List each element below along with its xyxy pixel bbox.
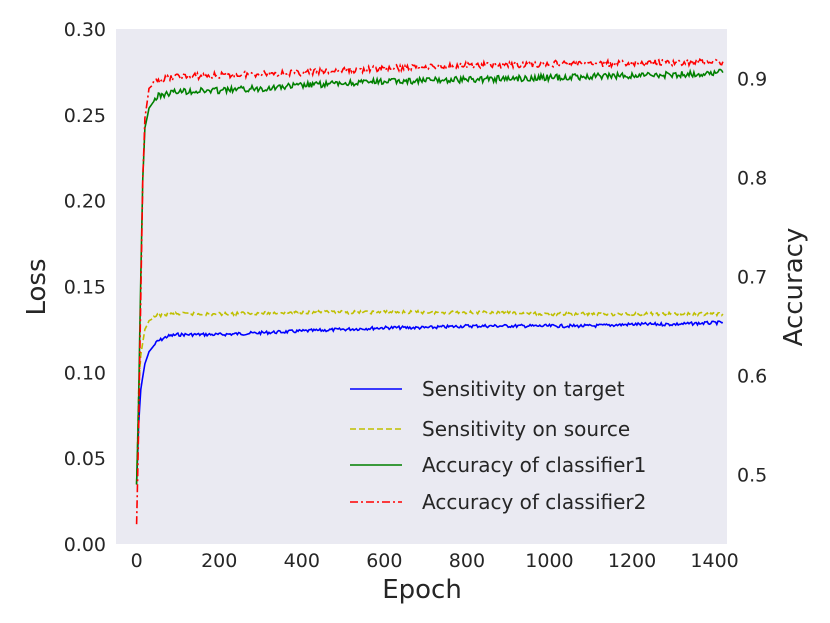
y-right-tick-label: 0.8 — [737, 168, 767, 190]
y-left-tick-label: 0.20 — [64, 191, 106, 213]
series-layer — [135, 56, 724, 525]
x-tick-label: 1400 — [690, 550, 738, 572]
series-line-1 — [135, 320, 724, 484]
series-line-3 — [135, 68, 724, 485]
y-left-tick-label: 0.30 — [64, 19, 106, 41]
y-left-tick-label: 0.10 — [64, 362, 106, 384]
y-left-tick-label: 0.15 — [64, 277, 106, 299]
y-left-axis-ticks: 0.00 0.05 0.10 0.15 0.20 0.25 0.30 — [64, 19, 106, 556]
legend-label-4: Accuracy of classifier2 — [422, 490, 646, 514]
y-right-tick-label: 0.6 — [737, 366, 767, 388]
legend-label-1: Sensitivity on target — [422, 377, 625, 401]
x-tick-label: 1200 — [608, 550, 656, 572]
legend-label-2: Sensitivity on source — [422, 417, 630, 441]
legend: Sensitivity on target Sensitivity on sour… — [350, 377, 646, 514]
y-left-tick-label: 0.05 — [64, 448, 106, 470]
y-right-tick-label: 0.7 — [737, 267, 767, 289]
plot-background — [116, 29, 727, 544]
y-right-axis-title: Accuracy — [779, 228, 809, 347]
x-tick-label: 1000 — [525, 550, 573, 572]
x-axis-ticks: 0 200 400 600 800 1000 1200 1400 — [131, 550, 739, 572]
x-tick-label: 0 — [131, 550, 143, 572]
x-tick-label: 600 — [366, 550, 402, 572]
series-line-4 — [135, 56, 724, 525]
x-tick-label: 200 — [201, 550, 237, 572]
y-left-tick-label: 0.25 — [64, 105, 106, 127]
x-tick-label: 800 — [449, 550, 485, 572]
y-left-tick-label: 0.00 — [64, 534, 106, 556]
y-right-tick-label: 0.9 — [737, 69, 767, 91]
y-right-axis-ticks: 0.5 0.6 0.7 0.8 0.9 — [737, 69, 767, 487]
x-tick-label: 400 — [284, 550, 320, 572]
y-right-tick-label: 0.5 — [737, 465, 767, 487]
legend-label-3: Accuracy of classifier1 — [422, 453, 646, 477]
x-axis-title: Epoch — [382, 575, 462, 605]
series-line-2 — [135, 309, 724, 484]
y-left-axis-title: Loss — [22, 258, 52, 315]
